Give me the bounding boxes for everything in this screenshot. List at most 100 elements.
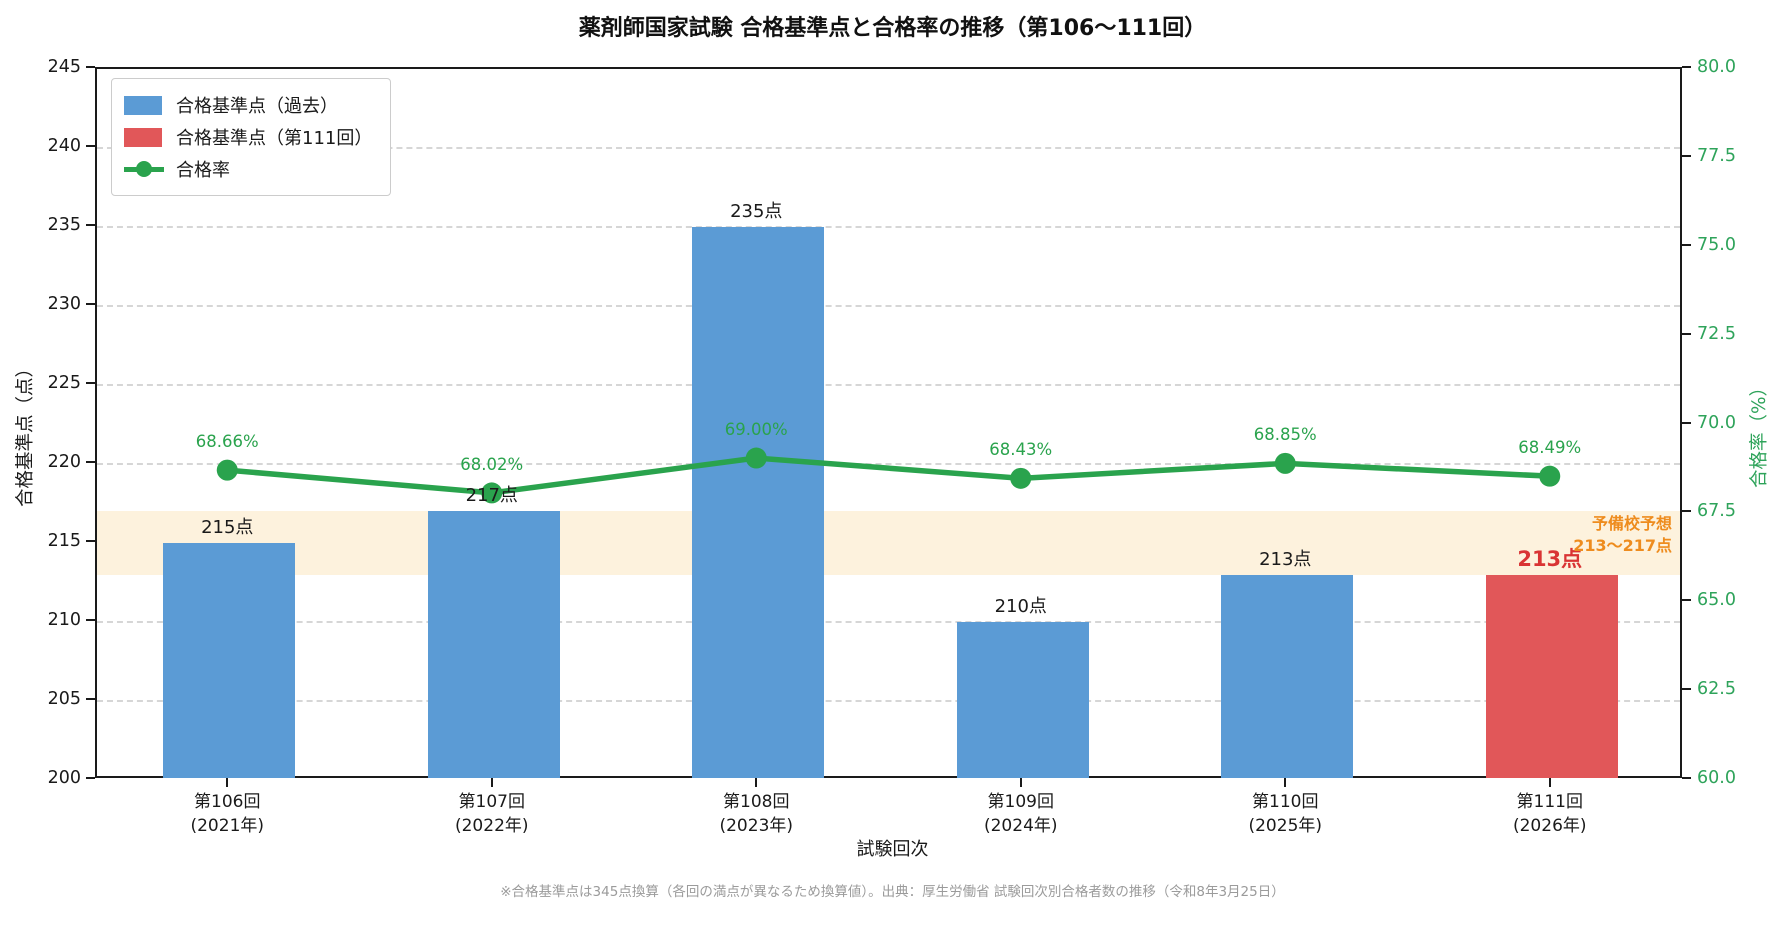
right-tick-mark (1682, 66, 1691, 68)
grid-line (97, 621, 1680, 623)
bar (163, 543, 296, 778)
y-tick-label-right: 67.5 (1697, 501, 1736, 522)
x-tick-label-round: 第111回 (1516, 792, 1583, 812)
y-tick-label-left: 220 (47, 452, 81, 472)
right-tick-mark (1682, 154, 1691, 157)
x-tick-label-year: (2025年) (1248, 816, 1323, 836)
y-tick-label-right: 62.5 (1697, 679, 1736, 700)
y-tick-label-right: 70.0 (1697, 412, 1736, 433)
x-axis-title: 試験回次 (856, 839, 929, 860)
y-tick-label-right: 75.0 (1697, 234, 1736, 255)
y-tick-label-right: 77.5 (1697, 145, 1736, 166)
y-tick-label-left: 230 (47, 294, 81, 314)
x-tick-label-round: 第107回 (458, 792, 525, 812)
y-tick-label-left: 200 (47, 768, 81, 788)
x-tick-label: 第106回 (2021年) (190, 790, 264, 838)
legend-item-label: 合格基準点（過去） (176, 96, 338, 117)
y-tick-label-right: 60.0 (1697, 768, 1736, 788)
prediction-annotation-line2: 213〜217点 (1573, 536, 1672, 556)
x-tick-mark (1548, 778, 1551, 787)
x-tick-label-year: (2022年) (454, 816, 529, 836)
right-tick-mark (1682, 332, 1691, 335)
y-tick-label-right: 80.0 (1697, 57, 1736, 77)
left-tick-mark (86, 303, 95, 305)
y-tick-label-left: 210 (47, 610, 81, 630)
x-tick-label: 第110回 (2025年) (1248, 790, 1322, 838)
grid-line (97, 147, 1680, 149)
x-tick-label: 第107回 (2022年) (455, 790, 529, 838)
legend-line-sample (124, 161, 164, 177)
right-axis-title: 合格率（%） (1749, 377, 1770, 489)
legend-item-label: 合格率 (176, 160, 230, 181)
pass-rate-label: 68.85% (1253, 425, 1317, 445)
pass-rate-label: 68.66% (195, 432, 259, 452)
y-tick-label-right: 72.5 (1697, 323, 1736, 344)
legend-item: 合格基準点（過去） (124, 89, 372, 121)
right-tick-mark (1682, 599, 1691, 602)
legend-item: 合格基準点（第111回） (124, 121, 372, 153)
bar (427, 511, 560, 778)
left-tick-mark (86, 540, 95, 542)
x-tick-label: 第108回 (2023年) (719, 790, 793, 838)
y-tick-label-left: 240 (47, 136, 81, 156)
prediction-annotation-line1: 予備校予想 (1591, 514, 1672, 534)
right-tick-mark (1682, 421, 1691, 424)
left-tick-mark (86, 619, 95, 621)
x-tick-label-year: (2026年) (1512, 816, 1587, 836)
y-tick-label-right: 65.0 (1697, 590, 1736, 611)
bar-value-label: 213点 (1259, 548, 1312, 570)
right-tick-mark (1682, 688, 1691, 691)
x-tick-label-year: (2023年) (719, 816, 794, 836)
left-tick-mark (86, 145, 95, 147)
prediction-band (97, 511, 1680, 575)
x-tick-label: 第109回 (2024年) (984, 790, 1058, 838)
pass-rate-label: 69.00% (724, 420, 788, 440)
grid-line (97, 463, 1680, 465)
legend-swatch (124, 127, 162, 147)
right-tick-mark (1682, 243, 1691, 246)
right-tick-mark (1682, 777, 1691, 779)
x-tick-label-year: (2021年) (190, 816, 265, 836)
y-tick-label-left: 225 (47, 373, 81, 393)
plot-area: 合格基準点（過去） 合格基準点（第111回） 合格率 予備校予想 213〜217点 (95, 67, 1682, 778)
left-tick-mark (86, 66, 95, 68)
x-tick-mark (1284, 778, 1287, 787)
x-tick-label: 第111回 (2026年) (1513, 790, 1587, 838)
prediction-annotation: 予備校予想 213〜217点 (1573, 513, 1672, 557)
bar-value-label: 213点 (1517, 546, 1583, 571)
x-tick-label-year: (2024年) (983, 816, 1058, 836)
pass-rate-label: 68.02% (460, 454, 524, 474)
left-tick-mark (86, 777, 95, 779)
bar-value-label: 210点 (994, 596, 1047, 617)
y-tick-label-left: 245 (47, 57, 81, 77)
legend-item: 合格率 (124, 153, 372, 185)
legend: 合格基準点（過去） 合格基準点（第111回） 合格率 (111, 78, 392, 196)
grid-line (97, 226, 1680, 228)
left-tick-mark (86, 461, 95, 463)
bar (1485, 574, 1618, 778)
footnote: ※合格基準点は345点換算（各回の満点が異なるため換算値）。出典：厚生労働省 試… (500, 884, 1285, 900)
bar (692, 227, 825, 778)
y-tick-label-left: 235 (47, 215, 81, 235)
x-tick-mark (755, 778, 758, 787)
left-tick-mark (86, 698, 95, 700)
y-tick-label-left: 215 (47, 531, 81, 551)
bar (1221, 574, 1354, 778)
y-tick-label-left: 205 (47, 689, 81, 709)
bar-value-label: 235点 (730, 201, 783, 222)
chart-title: 薬剤師国家試験 合格基準点と合格率の推移（第106〜111回） (578, 16, 1207, 41)
legend-item-label: 合格基準点（第111回） (176, 128, 373, 149)
left-tick-mark (86, 382, 95, 384)
grid-line (97, 305, 1680, 307)
grid-line (97, 384, 1680, 386)
x-tick-mark (226, 778, 229, 787)
bar (956, 622, 1089, 778)
bar-value-label: 215点 (201, 517, 254, 538)
x-tick-label-round: 第106回 (194, 792, 261, 812)
legend-swatch (124, 95, 162, 115)
right-tick-mark (1682, 510, 1691, 513)
left-tick-mark (86, 224, 95, 226)
x-tick-mark (490, 778, 493, 787)
grid-line (97, 700, 1680, 702)
